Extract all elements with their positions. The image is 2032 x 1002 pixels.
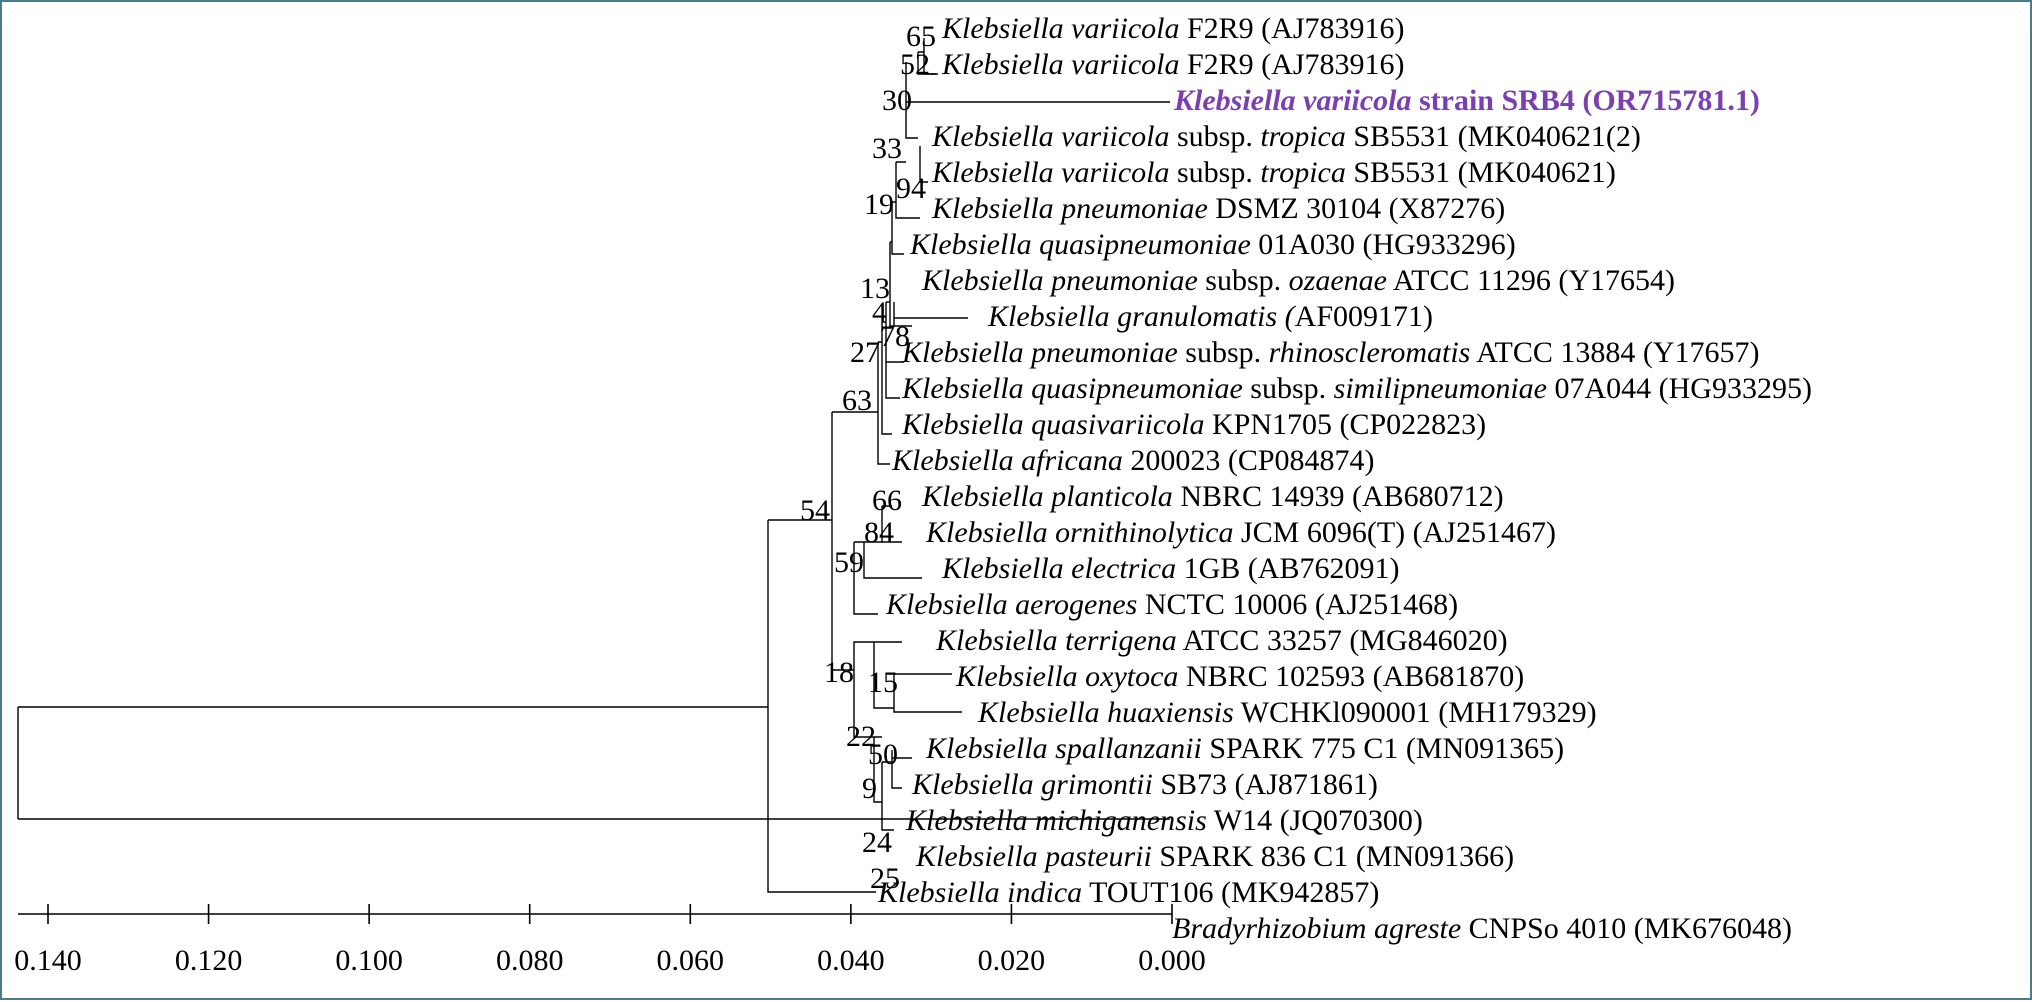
taxon-label: Klebsiella pneumoniae DSMZ 30104 (X87276… (931, 192, 1505, 225)
taxon-label: Klebsiella quasipneumoniae subsp. simili… (901, 372, 1812, 405)
distance-scale: 0.140 0.120 0.100 0.080 0.060 0.040 0.020 0.000 (14, 904, 1206, 977)
scale-tick-label: 0.140 (14, 944, 82, 977)
taxon-label: Klebsiella pasteurii SPARK 836 C1 (MN091… (915, 840, 1514, 873)
taxon-labels: Klebsiella variicola F2R9 (AJ783916)Kleb… (877, 12, 1812, 945)
bootstrap-value: 66 (872, 484, 902, 517)
branch-pneumo-granulo (893, 302, 968, 327)
bootstrap-value: 52 (900, 48, 930, 81)
branch-node-84 (863, 541, 922, 579)
branch-node-66 (881, 505, 902, 543)
branch-node-50 (891, 750, 912, 789)
taxon-label: Klebsiella aerogenes NCTC 10006 (AJ25146… (885, 588, 1458, 621)
branch-node-25 (767, 519, 876, 893)
bootstrap-value: 22 (846, 720, 876, 753)
bootstrap-value: 24 (862, 826, 892, 859)
taxon-label: Klebsiella quasipneumoniae 01A030 (HG933… (909, 228, 1516, 261)
taxon-label: Klebsiella indica TOUT106 (MK942857) (877, 876, 1379, 909)
scale-tick-label: 0.060 (657, 944, 725, 977)
taxon-label: Klebsiella variicola F2R9 (AJ783916) (941, 12, 1404, 45)
branch-node-15 (873, 641, 902, 709)
bootstrap-value: 94 (896, 172, 926, 205)
taxon-label: Klebsiella michiganensis W14 (JQ070300) (905, 804, 1423, 837)
branch-node-33 (895, 161, 920, 219)
bootstrap-value: 13 (860, 272, 890, 305)
taxon-label: Klebsiella ornithinolytica JCM 6096(T) (… (925, 516, 1556, 549)
bootstrap-value: 50 (868, 738, 898, 771)
taxon-label: Klebsiella planticola NBRC 14939 (AB6807… (921, 480, 1504, 513)
taxon-label: Klebsiella variicola F2R9 (AJ783916) (941, 48, 1404, 81)
taxon-label: Klebsiella variicola subsp. tropica SB55… (931, 156, 1616, 189)
bootstrap-value: 30 (882, 84, 912, 117)
scale-tick-label: 0.100 (335, 944, 403, 977)
taxon-label: Klebsiella huaxiensis WCHKl090001 (MH179… (977, 696, 1597, 729)
taxon-label: Klebsiella africana 200023 (CP084874) (891, 444, 1375, 477)
taxon-label: Klebsiella quasivariicola KPN1705 (CP022… (901, 408, 1486, 441)
branch-node-9 (873, 736, 882, 803)
bootstrap-value: 25 (870, 862, 900, 895)
bootstrap-value: 4 (872, 296, 887, 329)
bootstrap-value: 27 (850, 336, 880, 369)
bootstrap-value: 63 (842, 384, 872, 417)
taxon-label: Klebsiella pneumoniae subsp. ozaenae ATC… (921, 264, 1675, 297)
taxon-label-highlighted: Klebsiella variicola strain SRB4 (OR7157… (1173, 84, 1760, 117)
taxon-label: Klebsiella granulomatis (AF009171) (987, 300, 1433, 333)
branch-node-65 (923, 38, 938, 75)
scale-tick-label: 0.020 (978, 944, 1046, 977)
bootstrap-value: 33 (872, 132, 902, 165)
taxon-label: Klebsiella variicola subsp. tropica SB55… (931, 120, 1641, 153)
bootstrap-value: 65 (906, 20, 936, 53)
bootstrap-value: 19 (864, 188, 894, 221)
branch-node-22 (893, 673, 962, 713)
bootstrap-value: 59 (834, 546, 864, 579)
bootstrap-value: 84 (864, 516, 894, 549)
branch-node-59 (853, 541, 878, 615)
scale-tick-label: 0.040 (817, 944, 885, 977)
bootstrap-value: 78 (880, 320, 910, 353)
scale-tick-label: 0.000 (1138, 944, 1206, 977)
branch-node-54 (831, 411, 878, 671)
branch-node-18 (853, 641, 874, 738)
branch-root (17, 706, 768, 819)
taxon-label: Klebsiella grimontii SB73 (AJ871861) (911, 768, 1378, 801)
bootstrap-value: 15 (868, 666, 898, 699)
taxon-label: Klebsiella terrigena ATCC 33257 (MG84602… (935, 624, 1508, 657)
tree-branches (17, 38, 1170, 893)
taxon-label: Klebsiella electrica 1GB (AB762091) (941, 552, 1399, 585)
taxon-label: Klebsiella spallanzanii SPARK 775 C1 (MN… (925, 732, 1564, 765)
bootstrap-value: 9 (862, 772, 877, 805)
branch-node-78 (885, 302, 904, 399)
taxon-label: Klebsiella oxytoca NBRC 102593 (AB681870… (955, 660, 1524, 693)
taxon-label: Klebsiella pneumoniae subsp. rhinosclero… (901, 336, 1760, 369)
taxon-label: Bradyrhizobium agreste CNPSo 4010 (MK676… (1172, 912, 1792, 945)
bootstrap-value: 54 (800, 494, 830, 527)
branch-node-24 (881, 761, 894, 831)
branch-node-30 (905, 62, 932, 139)
scale-tick-label: 0.080 (496, 944, 564, 977)
scale-tick-label: 0.120 (175, 944, 243, 977)
branch-node-94 (919, 146, 928, 183)
bootstrap-value: 18 (824, 656, 854, 689)
